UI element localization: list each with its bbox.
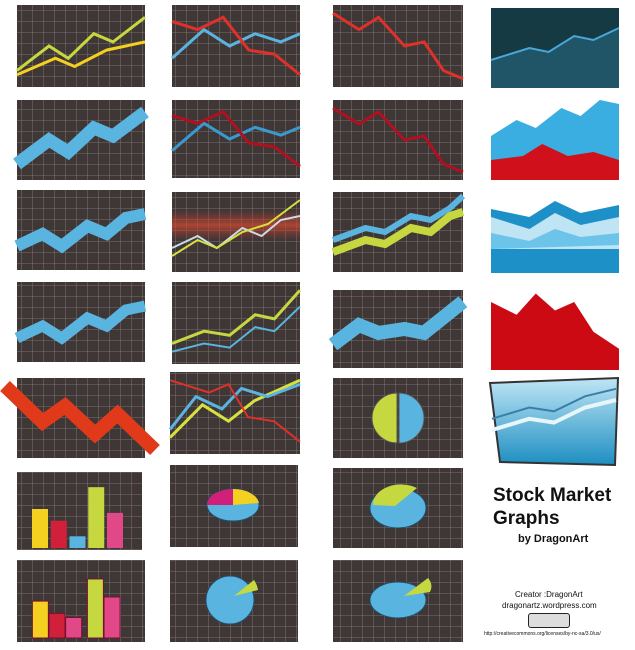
pie-slice bbox=[404, 578, 432, 596]
graph-line bbox=[16, 16, 146, 72]
graph-line bbox=[14, 300, 147, 345]
graph-line bbox=[332, 106, 464, 174]
tile bbox=[333, 100, 463, 180]
cc-badge bbox=[528, 613, 570, 628]
graph-line bbox=[171, 289, 302, 345]
bar bbox=[69, 536, 86, 548]
site: dragonartz.wordpress.com bbox=[502, 601, 597, 610]
tile bbox=[333, 378, 463, 458]
graph-line bbox=[0, 380, 160, 456]
graph-line bbox=[332, 11, 464, 81]
bar bbox=[88, 487, 105, 548]
bar bbox=[86, 578, 104, 639]
bar bbox=[107, 512, 123, 548]
pie bbox=[205, 575, 255, 625]
bar bbox=[50, 520, 67, 548]
pie-slice bbox=[372, 484, 417, 506]
graph-line bbox=[168, 378, 301, 439]
graph-line bbox=[491, 398, 617, 432]
bar bbox=[65, 617, 83, 639]
bar bbox=[31, 600, 49, 639]
graph-tiles bbox=[0, 5, 620, 642]
tile bbox=[172, 5, 300, 87]
pie-slice bbox=[234, 580, 258, 596]
graph-line bbox=[13, 106, 149, 170]
pie-slice bbox=[398, 392, 425, 444]
graph-line bbox=[491, 387, 617, 420]
graph-line bbox=[171, 215, 301, 250]
graph-line bbox=[16, 40, 146, 77]
graph-line bbox=[169, 379, 301, 443]
graph-area bbox=[491, 144, 619, 180]
creator: Creator :DragonArt bbox=[515, 590, 583, 599]
graph-line bbox=[171, 305, 301, 353]
graph-line bbox=[490, 27, 620, 61]
graph-line bbox=[171, 199, 301, 257]
pie-slice bbox=[371, 392, 398, 444]
pie-slice bbox=[233, 488, 259, 505]
license: http://creativecommons.org/licenses/by-n… bbox=[484, 631, 601, 637]
bar bbox=[103, 596, 121, 639]
graph-line bbox=[331, 193, 466, 243]
bar bbox=[32, 509, 48, 548]
tile bbox=[333, 5, 463, 87]
graph-line bbox=[328, 296, 468, 351]
title: Stock Market Graphs bbox=[493, 485, 612, 529]
graph-line bbox=[331, 208, 465, 256]
graph-line bbox=[14, 208, 147, 254]
bar bbox=[48, 612, 66, 639]
tile bbox=[170, 372, 300, 454]
pie-slice bbox=[207, 489, 233, 505]
graph-area bbox=[491, 229, 619, 249]
graph-line bbox=[168, 382, 301, 431]
byline: by DragonArt bbox=[518, 533, 589, 545]
tile bbox=[172, 100, 300, 178]
tile bbox=[172, 282, 300, 364]
graph-area bbox=[491, 28, 619, 88]
graph-line bbox=[171, 15, 301, 76]
graph-line bbox=[171, 109, 301, 168]
graph-area bbox=[491, 293, 619, 370]
